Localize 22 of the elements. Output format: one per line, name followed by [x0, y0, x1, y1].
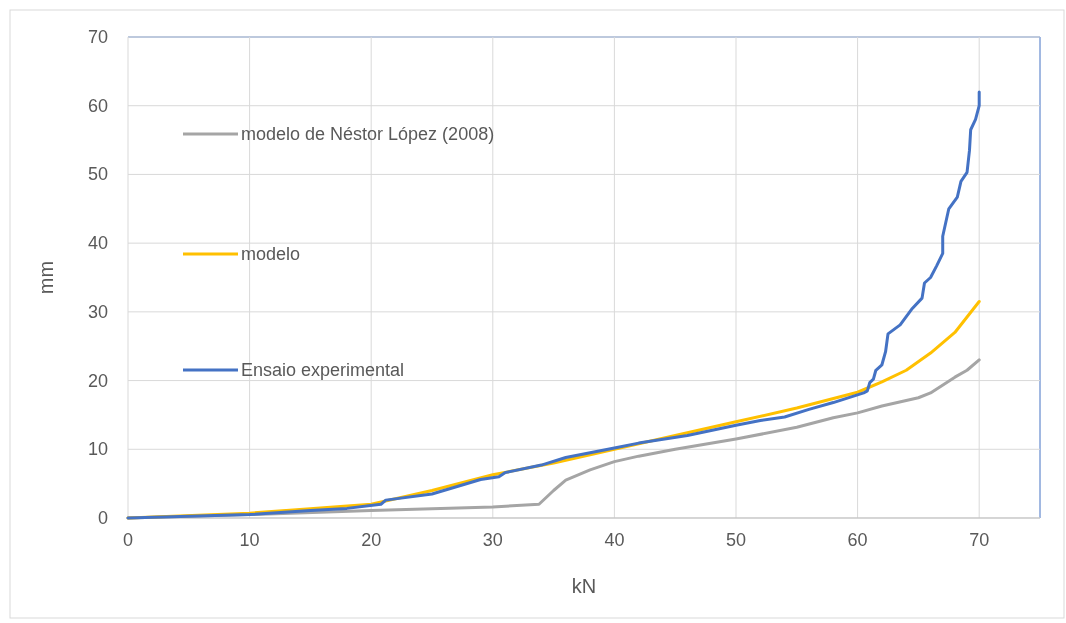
legend-label: modelo: [241, 244, 301, 264]
y-tick-label: 0: [97, 508, 108, 528]
x-tick-label: 60: [847, 530, 868, 550]
line-series: [126, 90, 981, 520]
x-tick-label: 30: [482, 530, 503, 550]
y-axis-title: mm: [35, 260, 57, 295]
x-tick-label: 20: [361, 530, 382, 550]
x-tick-label: 0: [122, 530, 134, 550]
y-tick-label: 40: [87, 233, 108, 254]
x-tick-label: 40: [604, 530, 625, 550]
legend-label: modelo de Néstor López (2008): [241, 124, 495, 144]
y-tick-label: 70: [87, 27, 108, 47]
legend-label: Ensaio experimental: [241, 360, 405, 380]
x-axis-title: kN: [571, 575, 597, 597]
x-tick-label: 50: [725, 530, 747, 550]
y-tick-label: 30: [87, 301, 108, 322]
x-tick-label: 10: [239, 530, 260, 550]
x-tick-label: 70: [969, 530, 990, 550]
y-tick-label: 20: [87, 370, 108, 391]
y-tick-label: 10: [87, 439, 108, 460]
y-tick-label: 60: [87, 95, 108, 116]
y-tick-label: 50: [87, 164, 108, 185]
